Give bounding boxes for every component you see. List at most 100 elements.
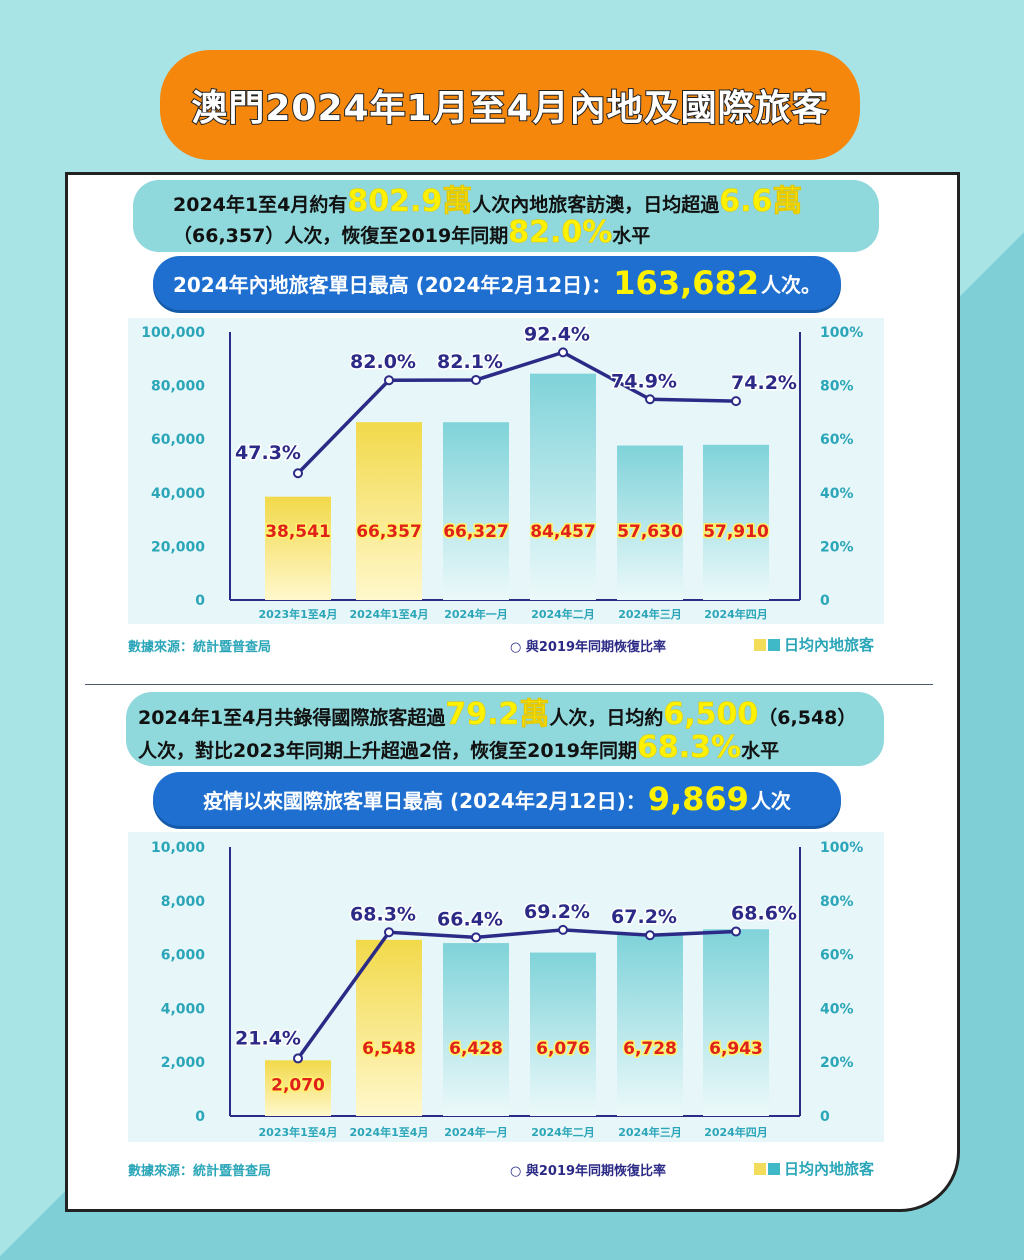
bar <box>617 445 683 600</box>
circle-icon: ○ <box>510 640 526 655</box>
peak-value: 9,869 <box>647 780 749 818</box>
bar-value-label: 6,728 <box>623 1039 677 1059</box>
legend-line: ○ 與2019年同期恢復比率 <box>510 1160 666 1179</box>
line-point <box>558 924 568 935</box>
line-point-label: 74.2% <box>731 372 797 394</box>
teal-swatch <box>768 639 780 651</box>
mainland-summary: 2024年1至4月約有802.9萬人次內地旅客訪澳，日均超過6.6萬 （66,3… <box>133 180 879 252</box>
line-point-label: 74.9% <box>611 370 677 392</box>
peak-text: 2024年內地旅客單日最高 (2024年2月12日)： <box>172 272 612 297</box>
x-tick-label: 2024年1至4月 <box>350 1125 429 1139</box>
yellow-swatch <box>754 639 766 651</box>
legend-bars-label: 日均內地旅客 <box>784 636 875 654</box>
bar <box>443 422 509 600</box>
x-tick-label: 2024年四月 <box>704 607 768 621</box>
teal-swatch <box>768 1163 780 1175</box>
legend-line-label: 與2019年同期恢復比率 <box>525 1164 667 1179</box>
highlight-daily: 6,500 <box>663 697 759 732</box>
summary-text: 人次內地旅客訪澳，日均超過 <box>472 194 720 216</box>
highlight-total: 802.9萬 <box>347 184 473 219</box>
line-point <box>471 932 481 943</box>
line-point <box>731 396 741 407</box>
y-tick-label: 4,000 <box>161 1001 206 1017</box>
summary-text: 2024年1至4月共錄得國際旅客超過 <box>138 707 446 729</box>
line-point-label: 82.0% <box>350 351 416 373</box>
y2-tick-label: 80% <box>820 379 854 395</box>
peak-text: 人次。 <box>761 272 822 297</box>
x-tick-label: 2024年1至4月 <box>350 607 429 621</box>
y-tick-label: 0 <box>195 593 205 609</box>
line-point-label: 67.2% <box>611 906 677 928</box>
x-tick-label: 2023年1至4月 <box>259 1125 338 1139</box>
bar-value-label: 38,541 <box>265 522 331 542</box>
bar <box>530 373 596 600</box>
legend-line-label: 與2019年同期恢復比率 <box>525 640 667 655</box>
peak-text: 疫情以來國際旅客單日最高 (2024年2月12日)： <box>203 788 646 813</box>
y-tick-label: 0 <box>195 1109 205 1125</box>
line-point-label: 21.4% <box>235 1027 301 1049</box>
summary-text: 人次，日均約 <box>549 707 664 729</box>
highlight-recovery: 82.0% <box>508 215 613 250</box>
bar <box>356 939 422 1116</box>
bar-value-label: 84,457 <box>530 522 596 542</box>
recovery-line <box>296 928 737 1060</box>
y-tick-label: 8,000 <box>161 894 206 910</box>
y-tick-label: 80,000 <box>151 379 205 395</box>
highlight-total: 79.2萬 <box>445 697 550 732</box>
y2-tick-label: 60% <box>820 948 854 964</box>
data-source: 數據來源：統計暨普查局 <box>128 640 272 655</box>
line-point-label: 82.1% <box>437 351 503 373</box>
bar-value-label: 2,070 <box>271 1075 325 1095</box>
y-tick-label: 100,000 <box>141 325 205 341</box>
line-point <box>471 374 481 385</box>
page-title: 澳門2024年1月至4月內地及國際旅客 <box>190 87 829 130</box>
summary-text: 人次，對比2023年同期上升超過2倍，恢復至2019年同期 <box>138 740 637 762</box>
summary-text: （66,357）人次，恢復至2019年同期 <box>173 225 509 247</box>
line-point <box>645 930 655 941</box>
y2-tick-label: 0 <box>820 593 830 609</box>
x-tick-label: 2024年一月 <box>444 1125 508 1139</box>
peak-text: 人次 <box>750 788 791 813</box>
legend-bars: 日均內地旅客 <box>754 634 874 655</box>
y2-tick-label: 0 <box>820 1109 830 1125</box>
recovery-line <box>296 350 737 475</box>
y2-tick-label: 40% <box>820 486 854 502</box>
x-tick-label: 2024年三月 <box>618 1125 682 1139</box>
bar-value-label: 66,357 <box>356 522 422 542</box>
summary-text: （6,548） <box>758 707 857 729</box>
bar-value-label: 6,548 <box>362 1039 416 1059</box>
legend-bars-label: 日均內地旅客 <box>784 1160 875 1178</box>
bar-value-label: 6,428 <box>449 1039 503 1059</box>
line-point <box>384 927 394 938</box>
summary-text: 2024年1至4月約有 <box>173 194 348 216</box>
y-tick-label: 2,000 <box>161 1055 206 1071</box>
bar-value-label: 57,630 <box>617 522 683 542</box>
summary-text: 水平 <box>612 225 651 247</box>
mainland-peak-banner: 2024年內地旅客單日最高 (2024年2月12日)： 163,682 人次。 <box>153 256 841 310</box>
line-point-label: 68.6% <box>731 902 797 924</box>
line-point-label: 66.4% <box>437 908 503 930</box>
bar <box>356 422 422 600</box>
line-point-label: 68.3% <box>350 903 416 925</box>
y-tick-label: 10,000 <box>151 840 205 856</box>
y-tick-label: 6,000 <box>161 948 206 964</box>
x-tick-label: 2023年1至4月 <box>259 607 338 621</box>
bar-value-label: 66,327 <box>443 522 509 542</box>
x-tick-label: 2024年四月 <box>704 1125 768 1139</box>
line-point <box>558 347 568 358</box>
bar <box>265 496 331 600</box>
bar <box>443 943 509 1116</box>
bar <box>703 929 769 1116</box>
y-tick-label: 60,000 <box>151 432 205 448</box>
bar <box>703 444 769 600</box>
y2-tick-label: 80% <box>820 894 854 910</box>
circle-icon: ○ <box>510 1164 526 1179</box>
y-tick-label: 40,000 <box>151 486 205 502</box>
line-point <box>731 926 741 937</box>
y2-tick-label: 40% <box>820 1001 854 1017</box>
line-point <box>293 1053 303 1064</box>
highlight-recovery: 68.3% <box>636 730 742 765</box>
yellow-swatch <box>754 1163 766 1175</box>
line-point-label: 69.2% <box>524 901 590 923</box>
